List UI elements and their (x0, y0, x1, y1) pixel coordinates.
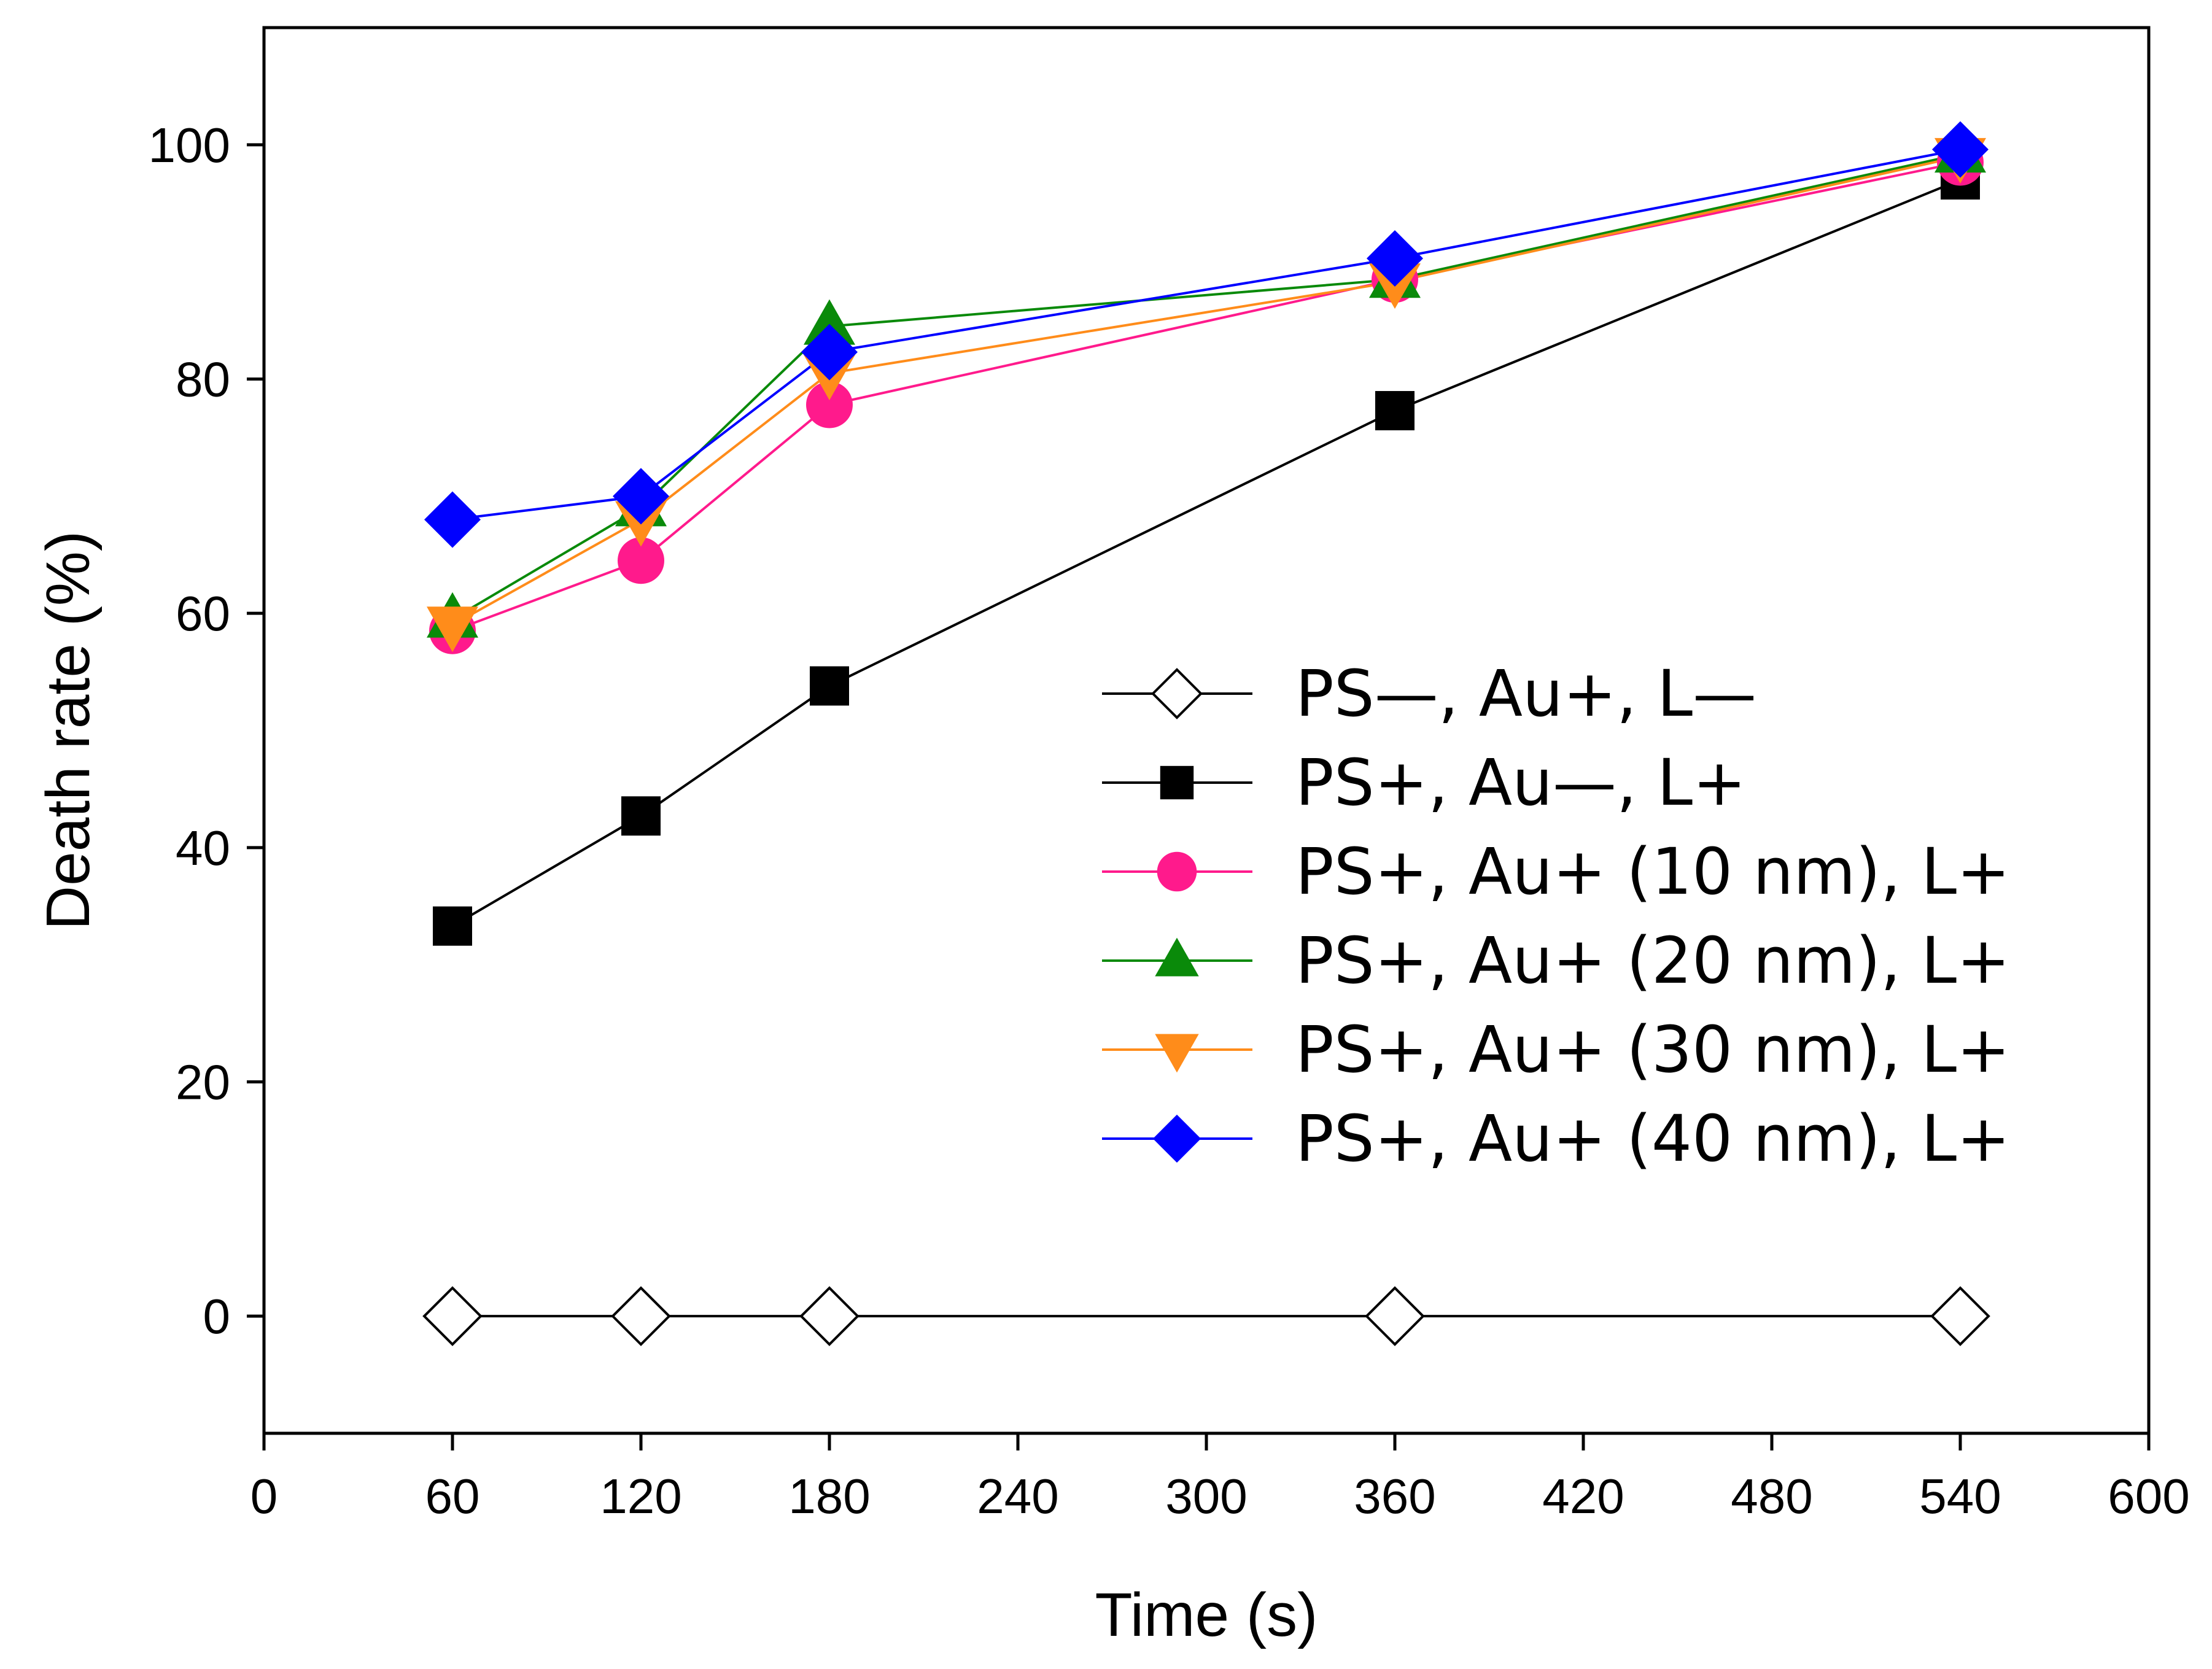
x-tick-label: 0 (250, 1469, 278, 1524)
data-point (621, 796, 661, 836)
y-tick-label: 0 (203, 1289, 231, 1344)
y-axis-title: Death rate (%) (34, 531, 103, 930)
data-point (806, 381, 853, 428)
data-point (1930, 1286, 1990, 1346)
data-point (433, 906, 472, 946)
legend-marker (1155, 1034, 1199, 1073)
y-tick-label: 100 (149, 118, 230, 172)
data-point (1367, 230, 1423, 287)
x-tick-label: 420 (1542, 1469, 1624, 1524)
legend-item: PS+, Au+ (30 nm), L+ (1102, 1012, 2010, 1087)
x-axis-title: Time (s) (1095, 1581, 1318, 1649)
data-point (799, 1286, 860, 1346)
x-tick-label: 60 (425, 1469, 480, 1524)
x-tick-label: 600 (2108, 1469, 2189, 1524)
series-markers-0 (422, 1286, 1990, 1346)
data-point (424, 491, 481, 548)
legend-marker (1160, 765, 1194, 800)
y-tick-label: 80 (176, 352, 230, 407)
data-point (1375, 391, 1415, 431)
legend-label: PS—, Au+, L— (1295, 656, 1756, 731)
data-point (804, 299, 855, 345)
legend-label: PS+, Au+ (40 nm), L+ (1295, 1101, 2010, 1176)
x-tick-label: 540 (1919, 1469, 2001, 1524)
x-tick-label: 300 (1165, 1469, 1247, 1524)
x-tick-label: 120 (600, 1469, 681, 1524)
legend-marker (1155, 937, 1199, 977)
series-markers-5 (424, 121, 1989, 548)
legend-label: PS+, Au+ (20 nm), L+ (1295, 923, 2010, 998)
legend-item: PS+, Au+ (10 nm), L+ (1102, 834, 2010, 909)
x-axis-ticks: 0 60 120 180 240 300 360 420 480 540 600 (250, 1433, 2190, 1524)
legend-box (1271, 629, 2081, 1169)
y-tick-label: 60 (176, 586, 230, 641)
x-tick-label: 240 (977, 1469, 1058, 1524)
legend-item: PS—, Au+, L— (1102, 656, 1756, 731)
legend-item: PS+, Au+ (40 nm), L+ (1102, 1101, 2010, 1176)
legend-marker (1157, 851, 1197, 892)
series-markers-1 (433, 160, 1980, 946)
x-tick-label: 480 (1731, 1469, 1812, 1524)
data-point (611, 1286, 671, 1346)
y-tick-label: 40 (176, 821, 230, 875)
legend-item: PS+, Au+ (20 nm), L+ (1102, 923, 2010, 998)
x-tick-label: 360 (1354, 1469, 1435, 1524)
legend-label: PS+, Au+ (30 nm), L+ (1295, 1012, 2010, 1087)
y-tick-label: 20 (176, 1055, 230, 1110)
data-point (1365, 1286, 1425, 1346)
y-axis-ticks: 0 20 40 60 80 100 (149, 118, 264, 1344)
legend-label: PS+, Au+ (10 nm), L+ (1295, 834, 2010, 909)
legend-marker (1152, 1114, 1201, 1163)
series-layer (422, 121, 1990, 1346)
data-point (618, 537, 664, 584)
data-point (810, 666, 849, 706)
x-tick-label: 180 (788, 1469, 870, 1524)
legend-marker (1151, 668, 1203, 719)
legend-label: PS+, Au—, L+ (1295, 745, 1746, 820)
data-point (801, 323, 858, 381)
data-point (1932, 121, 1989, 178)
data-point (613, 468, 669, 525)
legend-item: PS+, Au—, L+ (1102, 745, 1746, 820)
data-point (427, 606, 478, 652)
legend: PS—, Au+, L— PS+, Au—, L+ PS+, Au+ (10 nm)… (1102, 629, 2081, 1176)
data-point (422, 1286, 483, 1346)
